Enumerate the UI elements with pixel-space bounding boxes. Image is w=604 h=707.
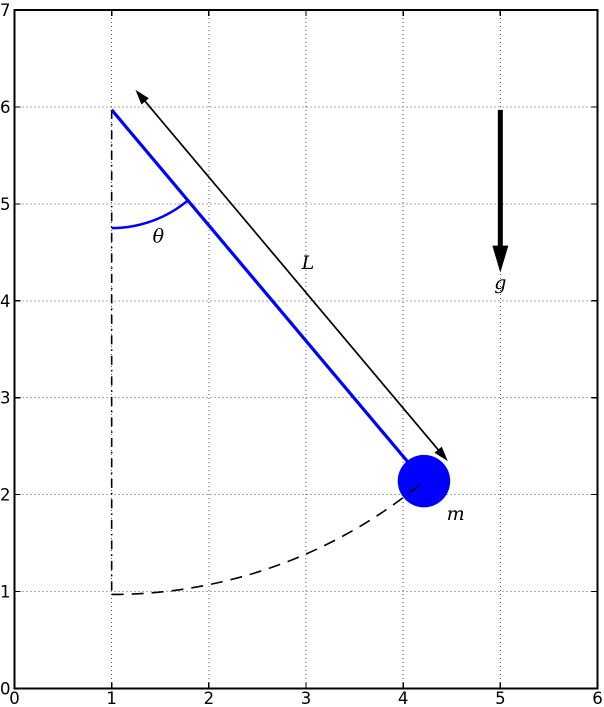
y-tick-label-2: 2: [0, 486, 11, 505]
mass-label: m: [447, 503, 465, 525]
y-tick-label-5: 5: [0, 195, 11, 214]
x-tick-label-3: 3: [301, 689, 312, 707]
x-tick-label-5: 5: [495, 689, 506, 707]
gravity-arrowhead: [492, 245, 509, 273]
x-tick-label-6: 6: [592, 689, 603, 707]
y-tick-label-4: 4: [0, 292, 11, 311]
pendulum-rod: [110, 108, 426, 483]
y-tick-label-6: 6: [0, 98, 11, 117]
y-tick-label-3: 3: [0, 389, 11, 408]
length-arrow-shaft: [142, 98, 441, 453]
theta-label: θ: [153, 226, 165, 248]
x-tick-label-0: 0: [9, 689, 20, 707]
x-tick-label-1: 1: [106, 689, 117, 707]
gravity-label: g: [494, 272, 506, 294]
y-tick-label-0: 0: [0, 680, 11, 699]
length-label: L: [301, 252, 315, 274]
theta-arc: [111, 199, 189, 230]
axes-layer: [13, 9, 599, 690]
plot-border: [13, 9, 599, 690]
pendulum-layer: [110, 89, 509, 596]
ticks-layer: [13, 9, 599, 690]
length-arrowhead-upper: [135, 89, 149, 105]
length-arrowhead-lower: [434, 446, 448, 462]
y-tick-label-7: 7: [0, 1, 11, 20]
pendulum-bob: [397, 454, 451, 508]
grid-layer: [14, 10, 598, 689]
swing-path-arc: [111, 480, 425, 596]
y-tick-label-1: 1: [0, 583, 11, 602]
x-tick-label-4: 4: [398, 689, 409, 707]
x-tick-label-2: 2: [204, 689, 215, 707]
labels-layer: θ Lm g: [153, 226, 507, 525]
